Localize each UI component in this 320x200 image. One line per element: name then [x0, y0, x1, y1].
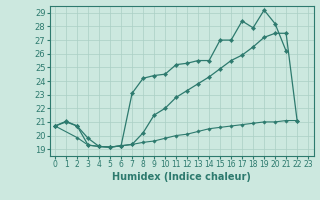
- X-axis label: Humidex (Indice chaleur): Humidex (Indice chaleur): [112, 172, 251, 182]
